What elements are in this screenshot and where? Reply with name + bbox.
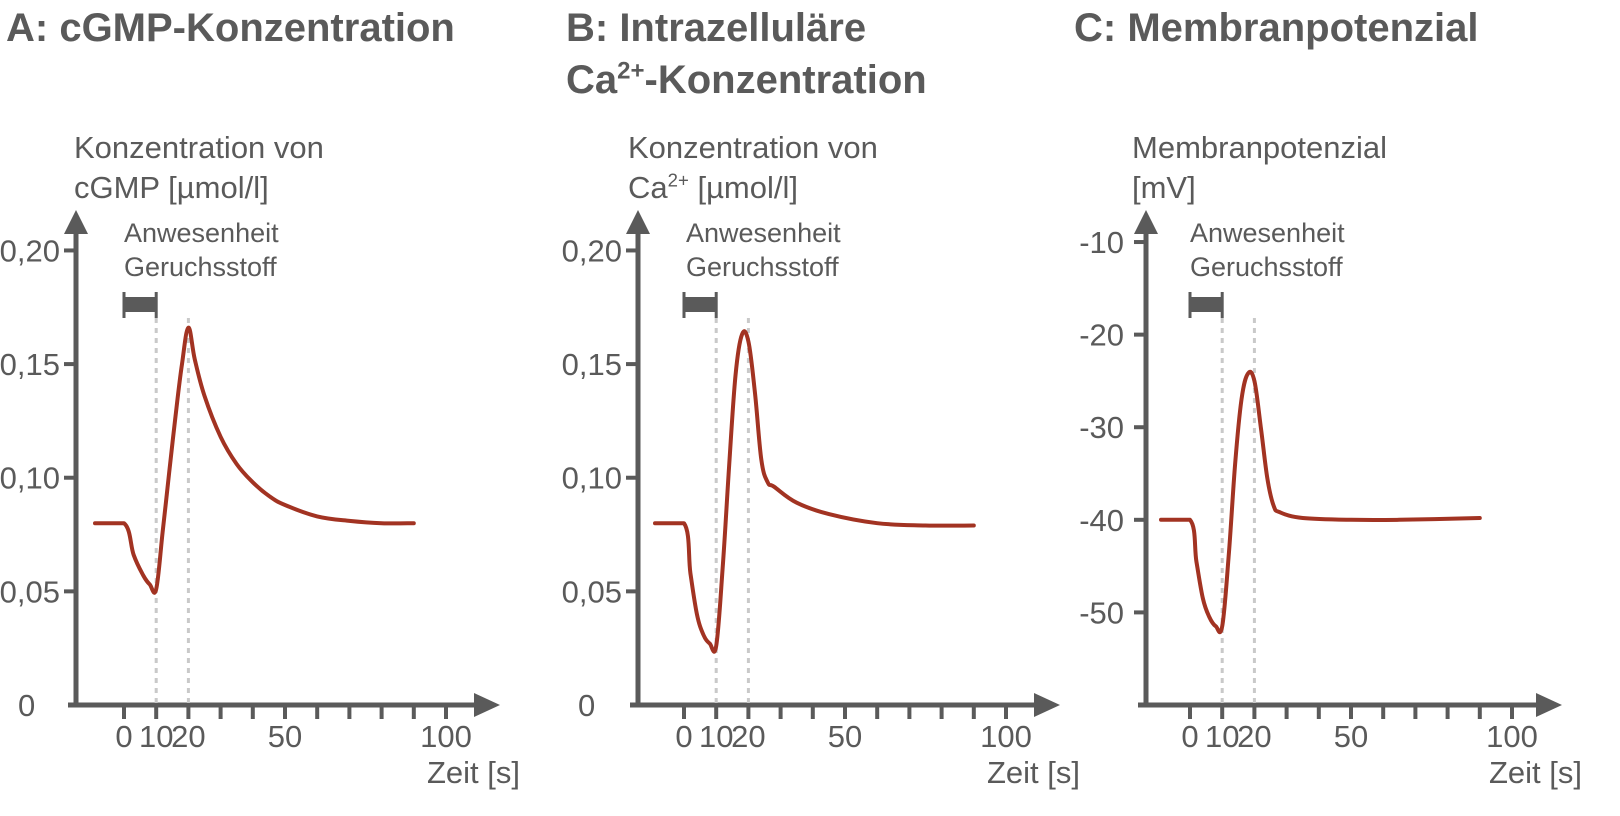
stimulus-annotation: Geruchsstoff <box>1190 252 1343 282</box>
y-axis-arrow <box>64 210 88 234</box>
stimulus-annotation: Anwesenheit <box>686 218 841 248</box>
panel-cgmp: A: cGMP-Konzentration Konzentration von … <box>0 0 540 816</box>
x-tick-label: 10 <box>139 719 173 754</box>
y-axis-label-line: Konzentration von <box>628 130 878 165</box>
y-axis-label-line: Konzentration von <box>74 130 324 165</box>
y-axis-label-line: cGMP [µmol/l] <box>74 170 269 205</box>
title-line: Ca2+-Konzentration <box>566 57 927 102</box>
y-axis-label: Konzentration von Ca2+ [µmol/l] <box>628 128 878 208</box>
x-tick-label: 0 <box>1181 719 1198 754</box>
y-tick-label: -30 <box>1079 410 1124 445</box>
x-tick-label: 50 <box>1334 719 1368 754</box>
y-tick-label: 0,05 <box>0 574 60 609</box>
stimulus-bar <box>684 297 717 312</box>
series-line <box>1159 369 1482 635</box>
y-tick-label: 0,10 <box>562 461 622 496</box>
y-tick-label: 0,15 <box>562 347 622 382</box>
panel-title: A: cGMP-Konzentration <box>6 2 455 54</box>
y-axis-label-line: Ca2+ [µmol/l] <box>628 169 798 205</box>
x-tick-label: 20 <box>731 719 765 754</box>
series-line <box>653 329 976 654</box>
x-axis-arrow <box>474 693 500 717</box>
y-tick-label: 0 <box>18 688 35 723</box>
y-axis-label: Membranpotenzial [mV] <box>1132 128 1387 208</box>
y-axis-arrow <box>1134 210 1158 234</box>
x-tick-label: 100 <box>1486 719 1538 754</box>
stimulus-annotation: Anwesenheit <box>124 218 279 248</box>
y-tick-label: 0,20 <box>0 233 60 268</box>
panel-title: C: Membranpotenzial <box>1074 2 1478 54</box>
x-axis-label: Zeit [s] <box>987 755 1080 790</box>
y-tick-label: -20 <box>1079 318 1124 353</box>
y-axis-arrow <box>626 210 650 234</box>
stimulus-annotation: Geruchsstoff <box>686 252 839 282</box>
panel-calcium: B: Intrazelluläre Ca2+-Konzentration Kon… <box>560 0 1100 816</box>
x-tick-label: 10 <box>699 719 733 754</box>
x-tick-label: 50 <box>268 719 302 754</box>
y-tick-label: 0,10 <box>0 461 60 496</box>
y-tick-label: -40 <box>1079 503 1124 538</box>
panel-title: B: Intrazelluläre Ca2+-Konzentration <box>566 2 927 106</box>
x-tick-label: 10 <box>1205 719 1239 754</box>
y-axis-label-line: [mV] <box>1132 170 1196 205</box>
series-line <box>93 325 416 595</box>
x-tick-label: 20 <box>1237 719 1271 754</box>
y-axis-label: Konzentration von cGMP [µmol/l] <box>74 128 324 208</box>
y-tick-label: 0,15 <box>0 347 60 382</box>
y-tick-label: -10 <box>1079 225 1124 260</box>
stimulus-annotation: Geruchsstoff <box>124 252 277 282</box>
x-axis-label: Zeit [s] <box>427 755 520 790</box>
x-tick-label: 20 <box>171 719 205 754</box>
x-tick-label: 0 <box>675 719 692 754</box>
y-tick-label: 0 <box>578 688 595 723</box>
x-tick-label: 50 <box>828 719 862 754</box>
y-tick-label: 0,05 <box>562 574 622 609</box>
x-axis-arrow <box>1034 693 1060 717</box>
title-line: C: Membranpotenzial <box>1074 6 1479 50</box>
y-axis-label-line: Membranpotenzial <box>1132 130 1388 165</box>
stimulus-annotation: Anwesenheit <box>1190 218 1345 248</box>
y-tick-label: 0,20 <box>562 233 622 268</box>
x-tick-label: 100 <box>980 719 1032 754</box>
x-axis-label: Zeit [s] <box>1489 755 1582 790</box>
x-axis-arrow <box>1536 693 1562 717</box>
panel-membrane: C: Membranpotenzial Membranpotenzial [mV… <box>1072 0 1612 816</box>
stimulus-bar <box>124 297 157 312</box>
y-tick-label: -50 <box>1079 595 1124 630</box>
title-line: A: cGMP-Konzentration <box>6 6 455 50</box>
stimulus-bar <box>1190 297 1223 312</box>
title-line: B: Intrazelluläre <box>566 6 867 50</box>
x-tick-label: 100 <box>420 719 472 754</box>
x-tick-label: 0 <box>115 719 132 754</box>
